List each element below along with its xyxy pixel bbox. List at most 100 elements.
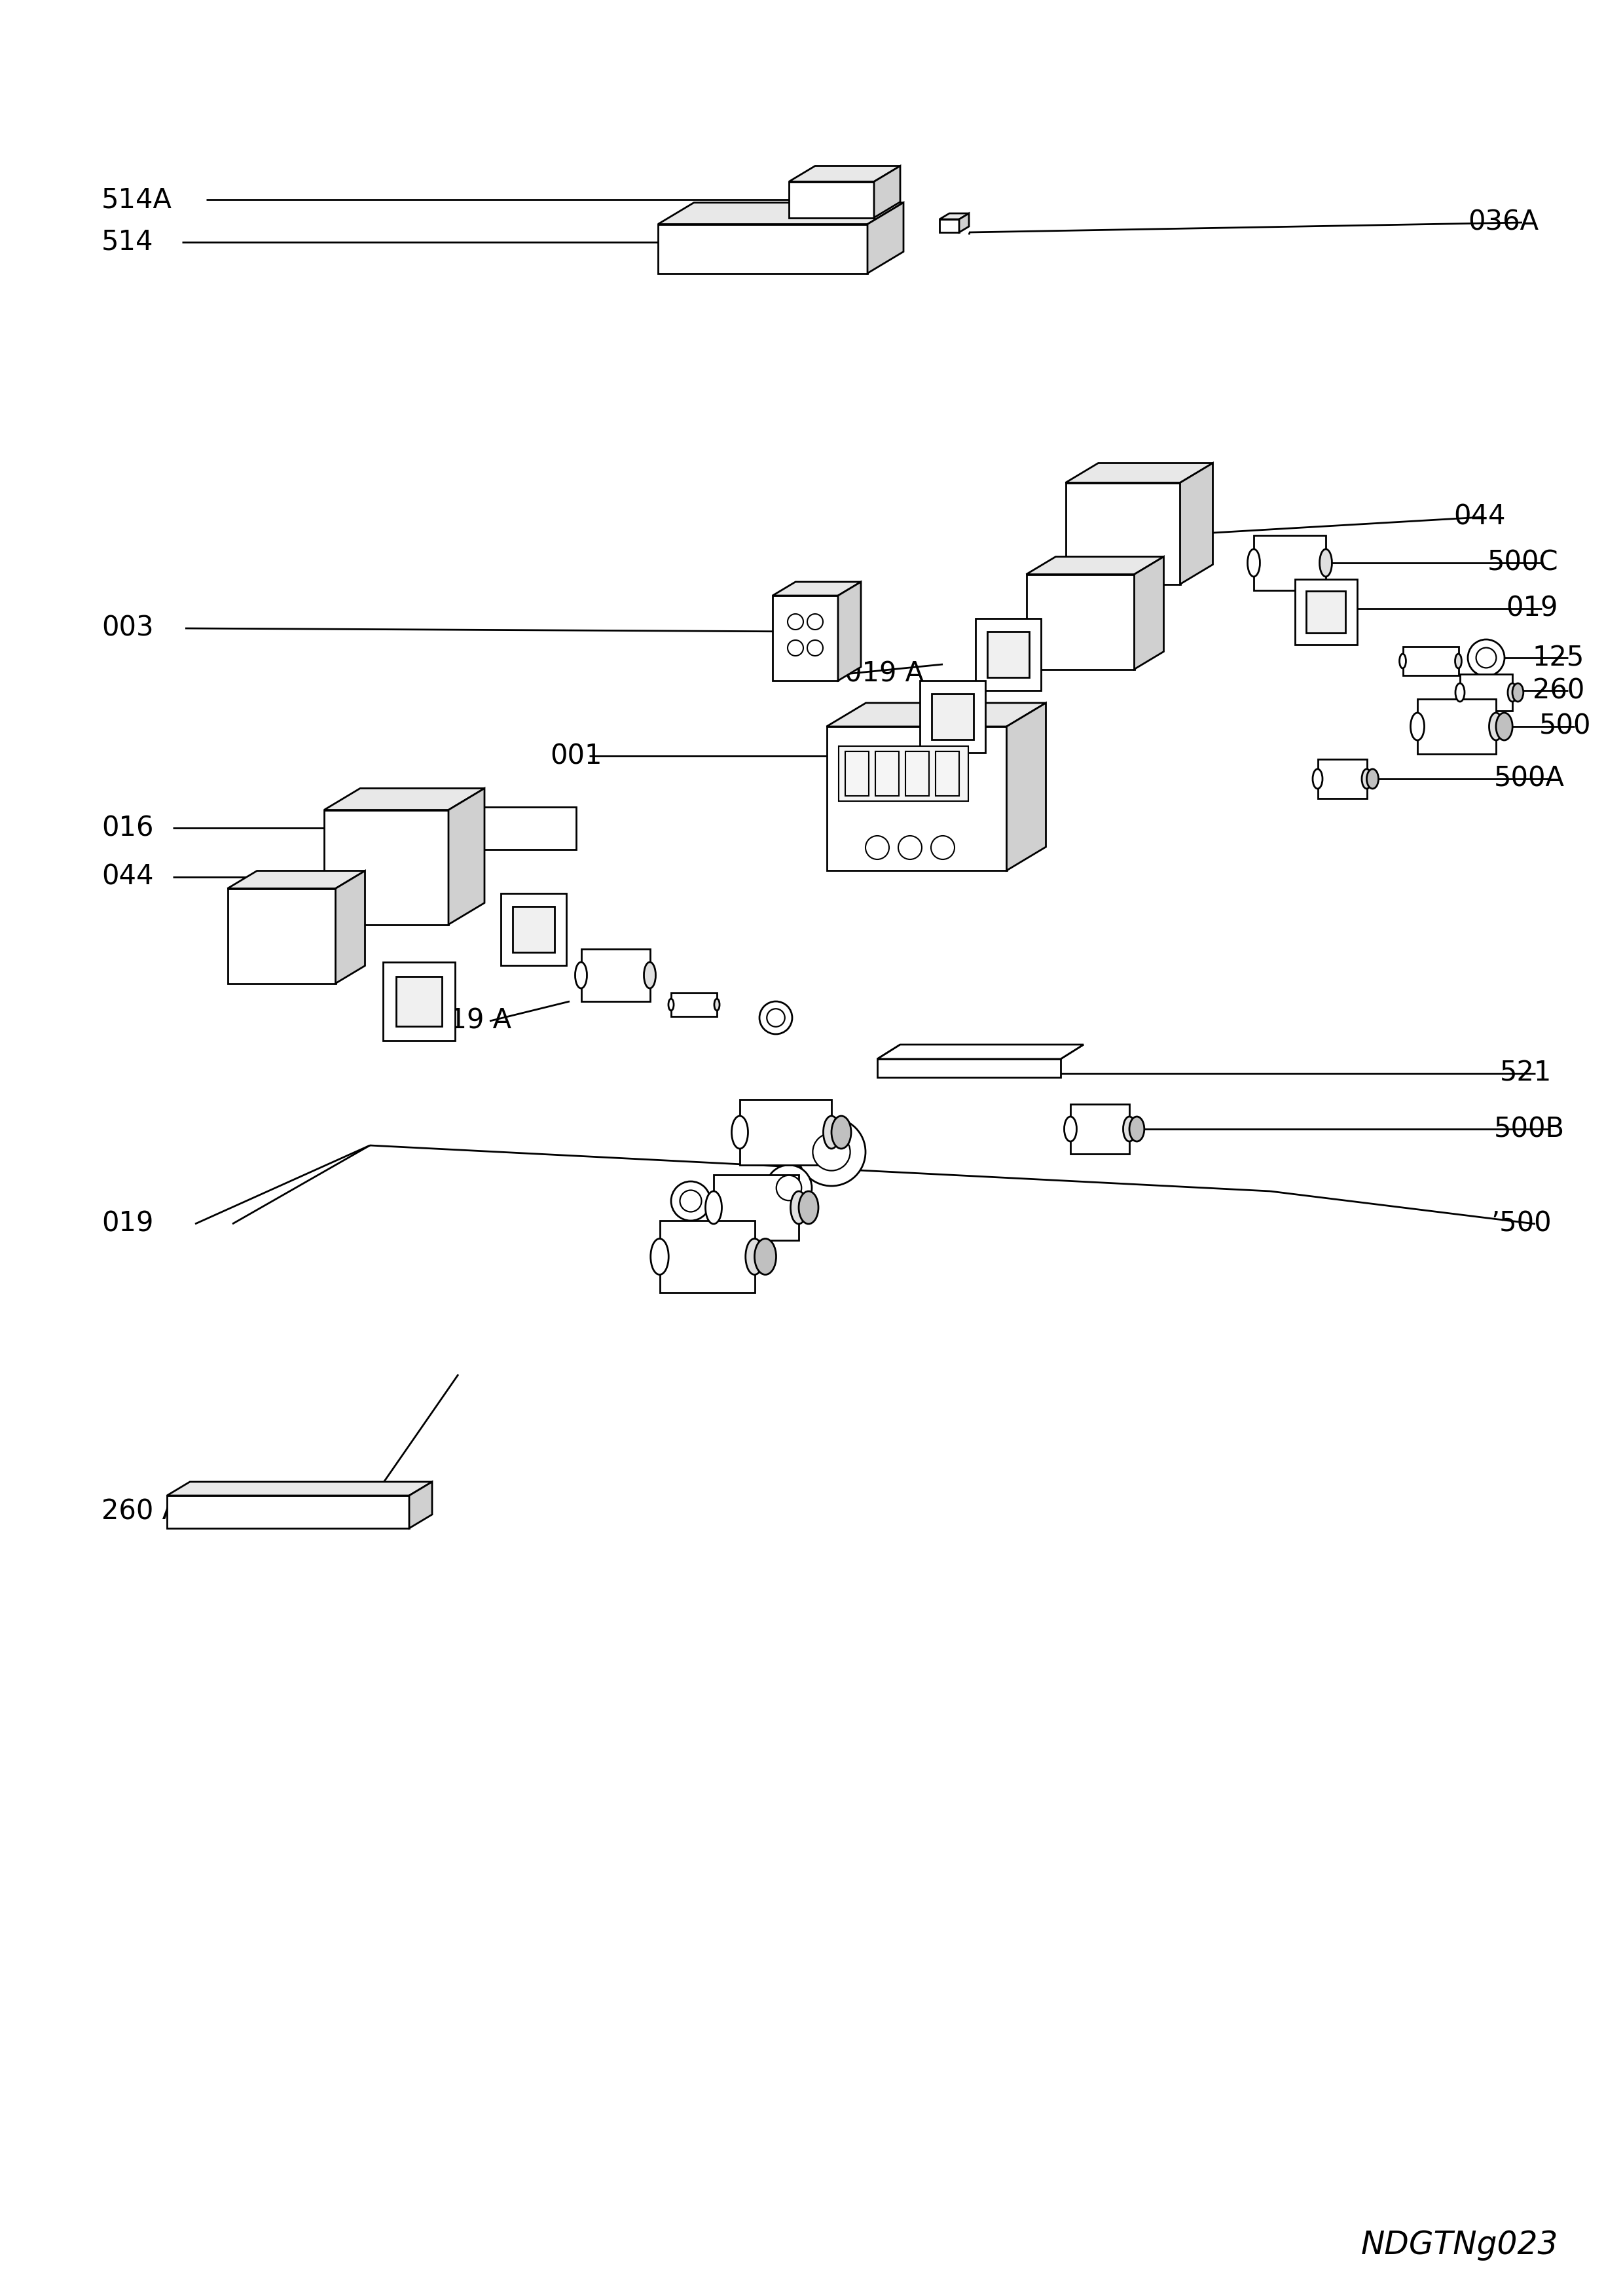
Polygon shape bbox=[875, 165, 901, 218]
Circle shape bbox=[766, 1008, 786, 1026]
Polygon shape bbox=[336, 870, 365, 983]
Text: 125: 125 bbox=[1532, 645, 1584, 670]
Bar bbox=[875, 751, 899, 797]
Text: 521: 521 bbox=[1500, 1061, 1552, 1086]
Polygon shape bbox=[325, 810, 448, 925]
Polygon shape bbox=[227, 889, 336, 983]
Ellipse shape bbox=[1362, 769, 1371, 790]
Bar bbox=[513, 907, 555, 953]
Polygon shape bbox=[1066, 482, 1180, 583]
Ellipse shape bbox=[644, 962, 656, 987]
Ellipse shape bbox=[1456, 654, 1462, 668]
Bar bbox=[1402, 647, 1459, 675]
Text: 500B: 500B bbox=[1493, 1116, 1565, 1143]
Ellipse shape bbox=[1130, 1116, 1144, 1141]
Polygon shape bbox=[773, 595, 837, 680]
Bar bbox=[419, 806, 576, 850]
Ellipse shape bbox=[669, 999, 674, 1010]
Bar bbox=[1253, 535, 1326, 590]
Polygon shape bbox=[227, 870, 365, 889]
Bar bbox=[975, 618, 1040, 691]
Text: 500: 500 bbox=[1539, 712, 1591, 739]
Bar bbox=[1318, 760, 1367, 799]
Text: 500C: 500C bbox=[1487, 549, 1558, 576]
Text: 514: 514 bbox=[102, 227, 154, 255]
Bar bbox=[906, 751, 928, 797]
Circle shape bbox=[680, 1189, 701, 1212]
Text: 016: 016 bbox=[102, 815, 154, 843]
Circle shape bbox=[760, 1001, 792, 1033]
Polygon shape bbox=[959, 214, 969, 232]
Text: 019: 019 bbox=[102, 1210, 154, 1238]
Polygon shape bbox=[1026, 574, 1134, 668]
Ellipse shape bbox=[1456, 684, 1464, 703]
Bar bbox=[839, 746, 967, 801]
Polygon shape bbox=[657, 202, 904, 225]
Circle shape bbox=[1467, 641, 1505, 675]
Text: 044: 044 bbox=[102, 863, 154, 891]
Bar bbox=[581, 948, 649, 1001]
Ellipse shape bbox=[1496, 712, 1513, 739]
Bar bbox=[396, 976, 441, 1026]
Polygon shape bbox=[657, 225, 867, 273]
Ellipse shape bbox=[799, 1192, 818, 1224]
Polygon shape bbox=[1066, 464, 1212, 482]
Bar bbox=[659, 1221, 755, 1293]
Polygon shape bbox=[773, 581, 860, 595]
Ellipse shape bbox=[1508, 684, 1518, 703]
Text: 019: 019 bbox=[1506, 595, 1558, 622]
Ellipse shape bbox=[755, 1238, 776, 1274]
Text: 260 A: 260 A bbox=[102, 1499, 180, 1525]
Polygon shape bbox=[325, 788, 485, 810]
Polygon shape bbox=[1180, 464, 1212, 583]
Bar bbox=[846, 751, 868, 797]
Ellipse shape bbox=[575, 962, 588, 987]
Text: 036A: 036A bbox=[1467, 209, 1539, 236]
Ellipse shape bbox=[1367, 769, 1378, 790]
Circle shape bbox=[898, 836, 922, 859]
Circle shape bbox=[670, 1182, 711, 1221]
Bar bbox=[920, 680, 985, 753]
Ellipse shape bbox=[745, 1238, 763, 1274]
Bar bbox=[740, 1100, 831, 1164]
Text: 019 A: 019 A bbox=[844, 661, 923, 689]
Circle shape bbox=[932, 836, 954, 859]
Circle shape bbox=[813, 1134, 850, 1171]
Text: ’500: ’500 bbox=[1492, 1210, 1552, 1238]
Polygon shape bbox=[867, 202, 904, 273]
Bar bbox=[878, 1058, 1060, 1077]
Bar bbox=[932, 693, 974, 739]
Circle shape bbox=[766, 1164, 812, 1210]
Text: 003: 003 bbox=[102, 615, 154, 643]
Text: 019 A: 019 A bbox=[432, 1008, 511, 1035]
Text: 500A: 500A bbox=[1495, 765, 1565, 792]
Ellipse shape bbox=[1248, 549, 1259, 576]
Text: 001: 001 bbox=[550, 742, 602, 769]
Ellipse shape bbox=[823, 1116, 839, 1148]
Ellipse shape bbox=[651, 1238, 669, 1274]
Polygon shape bbox=[167, 1481, 432, 1495]
Ellipse shape bbox=[1490, 712, 1503, 739]
Polygon shape bbox=[940, 218, 959, 232]
Circle shape bbox=[865, 836, 889, 859]
Ellipse shape bbox=[831, 1116, 850, 1148]
Polygon shape bbox=[940, 214, 969, 218]
Bar bbox=[670, 992, 717, 1017]
Ellipse shape bbox=[1313, 769, 1323, 790]
Bar bbox=[935, 751, 959, 797]
Polygon shape bbox=[878, 1045, 1084, 1058]
Ellipse shape bbox=[1513, 684, 1524, 703]
Circle shape bbox=[1475, 647, 1496, 668]
Bar bbox=[1461, 675, 1513, 712]
Bar bbox=[987, 631, 1029, 677]
Polygon shape bbox=[409, 1481, 432, 1529]
Polygon shape bbox=[1134, 556, 1164, 668]
Text: 260: 260 bbox=[1532, 677, 1584, 705]
Ellipse shape bbox=[1399, 654, 1406, 668]
Text: NDGTNg023: NDGTNg023 bbox=[1360, 2229, 1558, 2262]
Polygon shape bbox=[448, 788, 485, 925]
Polygon shape bbox=[826, 703, 1045, 726]
Circle shape bbox=[776, 1176, 802, 1201]
Polygon shape bbox=[167, 1495, 409, 1529]
Bar bbox=[383, 962, 454, 1040]
